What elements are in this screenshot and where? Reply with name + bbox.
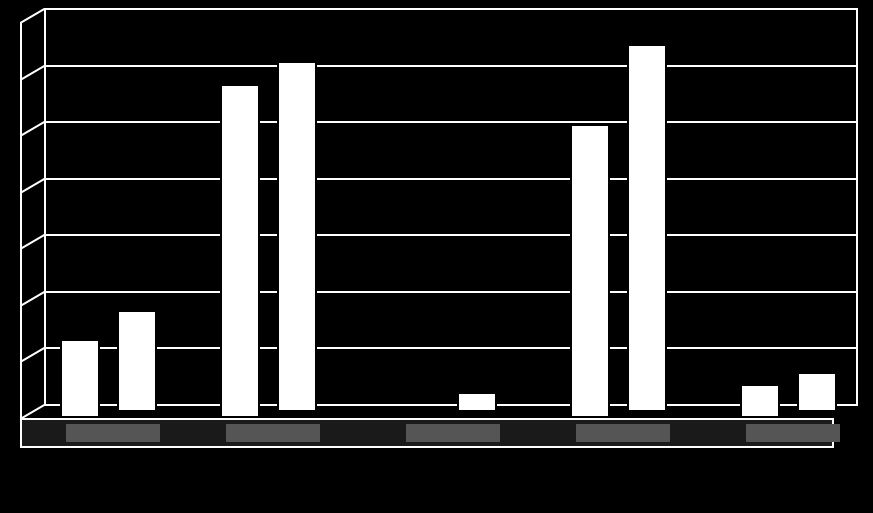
bar-chart-3d	[0, 0, 873, 513]
y-axis-back-left	[44, 8, 46, 404]
bar-group	[60, 22, 170, 418]
gridline-side	[20, 178, 45, 194]
bar-series-2	[797, 372, 837, 412]
bar-series-2	[117, 310, 157, 412]
floor-tick	[576, 424, 670, 442]
y-axis-back-right	[856, 8, 858, 404]
floor-tick	[746, 424, 840, 442]
gridline	[44, 8, 858, 10]
gridline-side	[20, 234, 45, 250]
bar-group	[570, 22, 680, 418]
plot-area	[20, 8, 858, 448]
bar-series-1	[60, 339, 100, 418]
bar-series-1	[220, 84, 260, 418]
bar-series-1	[740, 384, 780, 418]
bar-group	[740, 22, 850, 418]
gridline-side	[20, 121, 45, 137]
x-axis-front	[20, 418, 834, 420]
bar-series-2	[627, 44, 667, 412]
y-axis-front	[20, 22, 22, 418]
gridline-side	[20, 8, 45, 24]
bar-series-2	[457, 392, 497, 412]
bar-group	[220, 22, 330, 418]
floor-tick	[66, 424, 160, 442]
bar-series-2	[277, 61, 317, 412]
bar-series-1	[400, 414, 440, 418]
gridline-side	[20, 347, 45, 363]
floor-tick	[406, 424, 500, 442]
gridline-side	[20, 65, 45, 81]
floor-tick	[226, 424, 320, 442]
bar-group	[400, 22, 510, 418]
bar-series-1	[570, 124, 610, 418]
gridline-side	[20, 291, 45, 307]
